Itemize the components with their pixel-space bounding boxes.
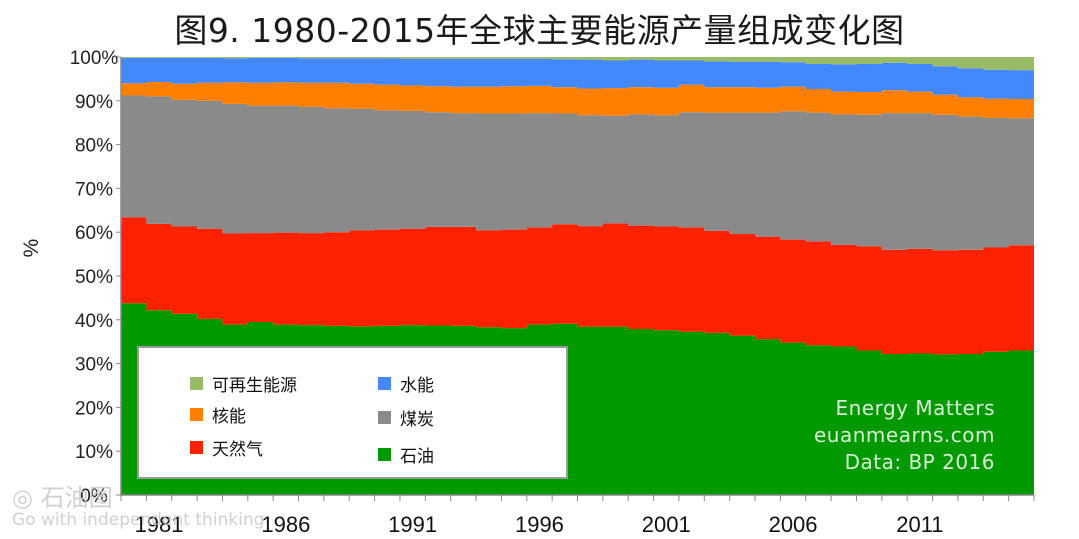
legend-item-oil: 石油 (378, 443, 434, 467)
legend-item-coal: 煤炭 (378, 406, 434, 430)
x-tick-label: 2011 (896, 512, 943, 537)
x-tick-label: 2001 (642, 512, 691, 537)
legend-label: 水能 (400, 375, 434, 396)
y-tick-label: 70% (75, 179, 113, 200)
legend-item-hydro: 水能 (378, 372, 434, 396)
legend-label: 石油 (400, 446, 434, 467)
y-tick-label: 20% (75, 398, 113, 419)
x-tick-label: 1996 (515, 512, 564, 537)
axes (116, 56, 1035, 501)
chart-title: 图9. 1980-2015年全球主要能源产量组成变化图 (174, 11, 905, 50)
credit-website: euanmearns.com (814, 423, 995, 447)
legend-swatch (190, 407, 203, 421)
y-tick-label: 0% (80, 486, 108, 507)
legend-swatch (190, 440, 203, 454)
watermark-logo: ◎ 石油图 (12, 478, 113, 513)
legend-item-nuclear: 核能 (190, 403, 246, 427)
x-tick-label: 1986 (261, 512, 310, 537)
legend-label: 可再生能源 (212, 375, 297, 396)
area-series-2 (121, 95, 1034, 251)
y-tick-label: 90% (75, 92, 113, 113)
area-series-3 (121, 82, 1034, 119)
legend-swatch (378, 376, 391, 390)
credit-data-source: Data: BP 2016 (844, 450, 995, 474)
watermark-tagline: Go with independent thinking (12, 510, 265, 530)
y-tick-label: 100% (70, 48, 119, 69)
x-tick-labels: 1981 1986 1991 1996 2001 2006 2011 (135, 512, 944, 537)
credit-energy-matters: Energy Matters (835, 396, 995, 420)
area-series-1 (121, 217, 1034, 355)
legend-label: 核能 (212, 406, 246, 427)
x-tick-label: 1991 (388, 512, 437, 537)
wechat-icon: ◎ (12, 484, 33, 512)
y-tick-label: 60% (75, 223, 113, 244)
legend-item-gas: 天然气 (190, 436, 263, 460)
legend: 可再生能源 水能 核能 煤炭 天然气 石油 (137, 346, 568, 479)
legend-label: 煤炭 (400, 409, 434, 430)
area-series-5 (121, 57, 1034, 71)
y-tick-label: 80% (75, 136, 113, 157)
legend-swatch (378, 410, 391, 424)
y-tick-label: 30% (75, 355, 113, 376)
legend-swatch (378, 447, 391, 461)
y-tick-label: 40% (75, 311, 113, 332)
legend-swatch (190, 376, 203, 390)
y-tick-label: 10% (75, 442, 113, 463)
area-series-4 (121, 57, 1034, 99)
legend-label: 天然气 (212, 439, 263, 460)
y-tick-labels: 0% 10% 20% 30% 40% 50% 60% 70% 80% 90% 100% (70, 48, 119, 507)
legend-item-renewable: 可再生能源 (190, 372, 297, 396)
y-axis-title: % (20, 239, 43, 258)
x-tick-label: 2006 (769, 512, 818, 537)
watermark-logo-text: 石油图 (40, 484, 113, 512)
y-tick-label: 50% (75, 267, 113, 288)
x-tick-label: 1981 (135, 512, 184, 537)
